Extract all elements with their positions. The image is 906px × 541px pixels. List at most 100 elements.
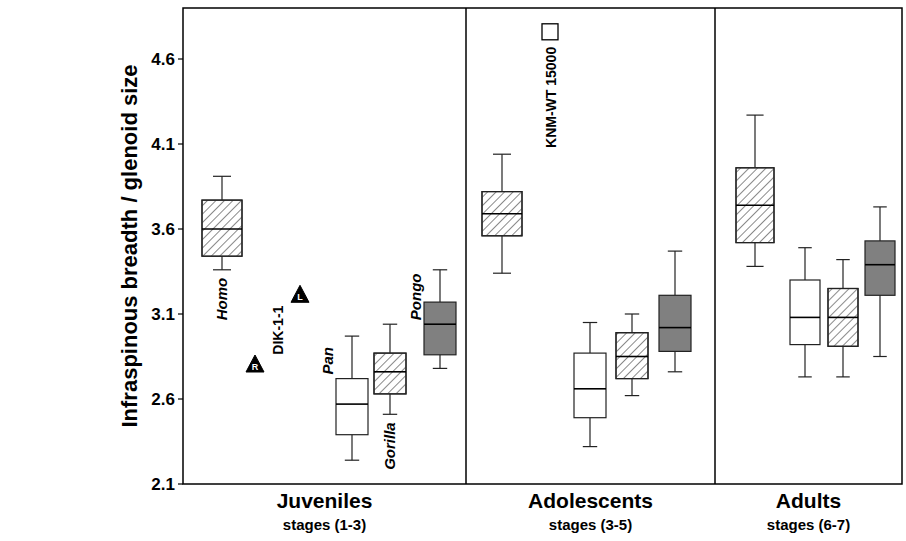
whisker-high <box>221 176 222 200</box>
whisker-high-cap <box>433 269 447 270</box>
whisker-low-cap <box>213 269 231 270</box>
whisker-low-cap <box>798 376 812 377</box>
whisker-high-cap <box>798 247 812 248</box>
median <box>736 204 774 206</box>
whisker-low <box>631 379 632 396</box>
whisker-low <box>501 236 502 273</box>
whisker-high-cap <box>345 336 359 337</box>
whisker-high <box>589 323 590 354</box>
fossil-point-label: R <box>252 362 259 372</box>
y-tick <box>178 58 183 59</box>
whisker-low <box>804 345 805 377</box>
labels: HomoPanGorillaPongoRLDIK-1-1Juvenilessta… <box>213 47 850 533</box>
box-hatch <box>828 289 858 347</box>
box <box>865 241 895 295</box>
whisker-low-cap <box>383 414 397 415</box>
whisker-low <box>439 355 440 369</box>
chart: 2.1 2.6 3.1 3.6 4.1 4.6 Infraspinous breadth /… <box>0 0 906 541</box>
median <box>574 388 606 390</box>
whisker-high <box>351 336 352 379</box>
panel-subtitle: stages (3-5) <box>549 516 632 533</box>
box <box>790 280 820 345</box>
whisker-high <box>879 207 880 241</box>
whisker-low-cap <box>746 266 763 267</box>
y-tick <box>178 398 183 399</box>
y-tick-label: 2.1 <box>151 475 175 494</box>
box <box>336 379 368 435</box>
y-axis-title: Infraspinous breadth / glenoid size <box>117 64 142 427</box>
box <box>659 295 691 351</box>
fossil-label: KNM-WT 15000 <box>543 47 559 148</box>
whisker-high <box>754 115 755 168</box>
whisker-high-cap <box>873 206 887 207</box>
fossil-triangle <box>291 285 309 302</box>
whisker-high <box>674 251 675 295</box>
fossil-square <box>542 24 558 40</box>
whisker-low-cap <box>345 460 359 461</box>
whisker-high-cap <box>746 114 763 115</box>
box <box>736 168 774 243</box>
box-hatch <box>736 168 774 243</box>
median <box>374 371 406 373</box>
whisker-high-cap <box>583 322 597 323</box>
whisker-low <box>221 256 222 270</box>
fossil-triangle <box>246 355 264 372</box>
median <box>790 317 820 319</box>
whisker-high <box>501 154 502 191</box>
whisker-low <box>754 243 755 267</box>
box-hatch <box>616 333 648 379</box>
whisker-high-cap <box>625 313 639 314</box>
median <box>616 356 648 358</box>
median <box>336 403 368 405</box>
panel-divider <box>714 8 716 484</box>
median <box>202 228 242 230</box>
marks <box>202 24 895 460</box>
whisker-high <box>842 260 843 289</box>
whisker-high <box>631 314 632 333</box>
species-label: Gorilla <box>381 422 398 470</box>
whisker-low <box>389 394 390 414</box>
median <box>482 213 522 215</box>
whisker-low <box>351 435 352 461</box>
panel-divider <box>465 8 467 484</box>
box <box>828 289 858 347</box>
box <box>482 192 522 236</box>
panel-subtitle: stages (1-3) <box>283 516 366 533</box>
y-tick-label: 3.1 <box>151 305 175 324</box>
whisker-high-cap <box>383 324 397 325</box>
panel-subtitle: stages (6-7) <box>767 516 850 533</box>
y-tick <box>178 143 183 144</box>
y-tick-label: 4.1 <box>151 135 175 154</box>
whisker-low-cap <box>873 356 887 357</box>
species-label: Homo <box>213 278 230 321</box>
panel-title: Adolescents <box>528 489 653 512</box>
box <box>574 353 606 418</box>
median <box>424 323 456 325</box>
box-hatch <box>482 192 522 236</box>
whisker-low <box>842 346 843 377</box>
whisker-low-cap <box>583 446 597 447</box>
fossil-point-label: L <box>297 292 303 302</box>
box <box>202 200 242 256</box>
species-label: Pongo <box>407 274 424 321</box>
box-hatch <box>374 353 406 394</box>
box-hatch <box>202 200 242 256</box>
y-tick-label: 4.6 <box>151 50 175 69</box>
panel-title: Juveniles <box>277 489 373 512</box>
y-tick-label: 2.6 <box>151 390 175 409</box>
y-tick <box>178 313 183 314</box>
median <box>659 327 691 329</box>
box <box>616 333 648 379</box>
whisker-high-cap <box>493 154 511 155</box>
whisker-high-cap <box>668 251 682 252</box>
box <box>374 353 406 394</box>
panel-title: Adults <box>776 489 841 512</box>
whisker-high <box>439 270 440 302</box>
whisker-low-cap <box>668 371 682 372</box>
median <box>828 317 858 319</box>
whisker-low-cap <box>433 368 447 369</box>
whisker-low-cap <box>493 273 511 274</box>
whisker-high <box>804 248 805 280</box>
whisker-low-cap <box>625 395 639 396</box>
y-tick-label: 3.6 <box>151 220 175 239</box>
